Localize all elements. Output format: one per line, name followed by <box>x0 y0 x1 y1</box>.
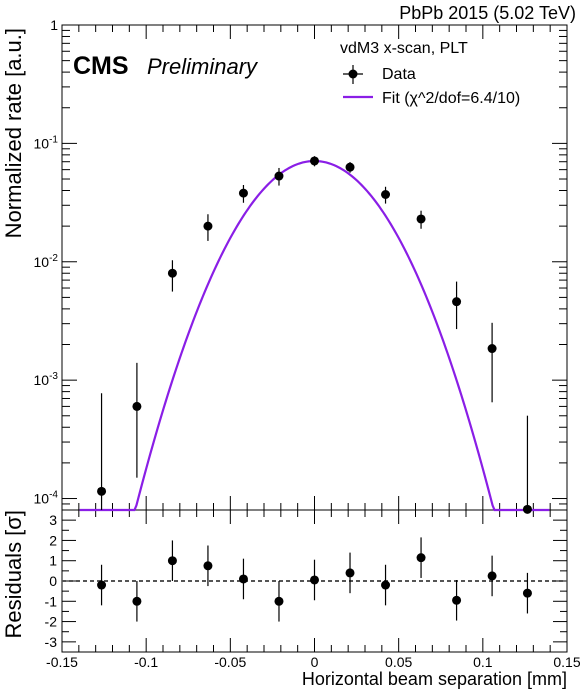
y-tick-label: 10-2 <box>34 253 59 270</box>
legend-data-marker <box>348 69 358 79</box>
residual-point <box>487 571 497 581</box>
residual-points <box>97 537 532 622</box>
residual-point <box>238 574 248 584</box>
x-tick-label: -0.05 <box>214 654 246 670</box>
y-tick-label: 1 <box>50 17 58 33</box>
x-tick-label: -0.15 <box>46 654 78 670</box>
residual-point <box>416 553 426 563</box>
data-point <box>522 504 532 514</box>
data-point <box>487 344 497 354</box>
data-point <box>452 297 462 307</box>
x-tick-label: 0.1 <box>473 654 493 670</box>
data-point <box>132 401 142 411</box>
x-axis-title: Horizontal beam separation [mm] <box>302 669 567 689</box>
residual-y-tick-label: 3 <box>49 512 57 528</box>
data-point <box>203 221 213 231</box>
data-point <box>310 156 319 166</box>
x-tick-label: 0.05 <box>385 654 412 670</box>
preliminary-label: Preliminary <box>147 54 259 79</box>
x-tick-labels: -0.15 -0.1 -0.05 0 0.05 0.1 0.15 <box>46 654 580 670</box>
residual-y-tick-label: -3 <box>45 634 58 650</box>
fit-curve <box>79 159 550 512</box>
residual-point <box>203 561 213 571</box>
residual-point <box>522 588 532 598</box>
residual-y-tick-label: 0 <box>49 573 57 589</box>
residual-y-tick-label: -2 <box>45 614 58 630</box>
data-point <box>274 171 284 181</box>
legend-fit-label: Fit (χ^2/dof=6.4/10) <box>382 90 520 107</box>
main-axis-ticks <box>61 24 568 511</box>
residual-y-axis-title: Residuals [σ] <box>1 510 26 639</box>
residual-y-tick-labels: -3 -2 -1 0 1 2 3 <box>45 512 58 650</box>
main-y-tick-labels: 10-4 10-3 10-2 10-1 1 <box>34 17 59 507</box>
residual-point <box>274 596 284 606</box>
residual-point <box>345 568 355 578</box>
cms-label: CMS <box>73 52 129 80</box>
legend-header: vdM3 x-scan, PLT <box>340 40 468 57</box>
data-point <box>238 188 248 198</box>
residual-y-tick-label: 1 <box>49 553 57 569</box>
x-tick-label: -0.1 <box>134 654 158 670</box>
data-point <box>381 189 391 199</box>
y-tick-label: 10-1 <box>34 134 59 151</box>
residual-y-tick-label: -1 <box>45 593 58 609</box>
data-point <box>97 486 107 496</box>
x-tick-label: 0 <box>311 654 319 670</box>
data-point <box>167 268 177 278</box>
energy-label: PbPb 2015 (5.02 TeV) <box>399 3 576 23</box>
x-tick-label: 0.15 <box>553 654 580 670</box>
y-axis-title: Normalized rate [a.u.] <box>1 28 26 238</box>
legend-data-label: Data <box>382 66 416 83</box>
data-point <box>416 214 426 224</box>
y-tick-label: 10-4 <box>34 490 59 507</box>
y-tick-label: 10-3 <box>34 371 59 388</box>
data-points <box>97 156 532 514</box>
residual-point <box>310 575 319 585</box>
legend: vdM3 x-scan, PLT Data Fit (χ^2/dof=6.4/1… <box>340 40 520 107</box>
data-point <box>345 162 355 172</box>
residual-point <box>97 580 107 590</box>
residual-point <box>452 595 462 605</box>
residual-point <box>167 556 177 566</box>
residual-point <box>381 580 391 590</box>
residual-y-tick-label: 2 <box>49 532 57 548</box>
residual-point <box>132 596 142 606</box>
